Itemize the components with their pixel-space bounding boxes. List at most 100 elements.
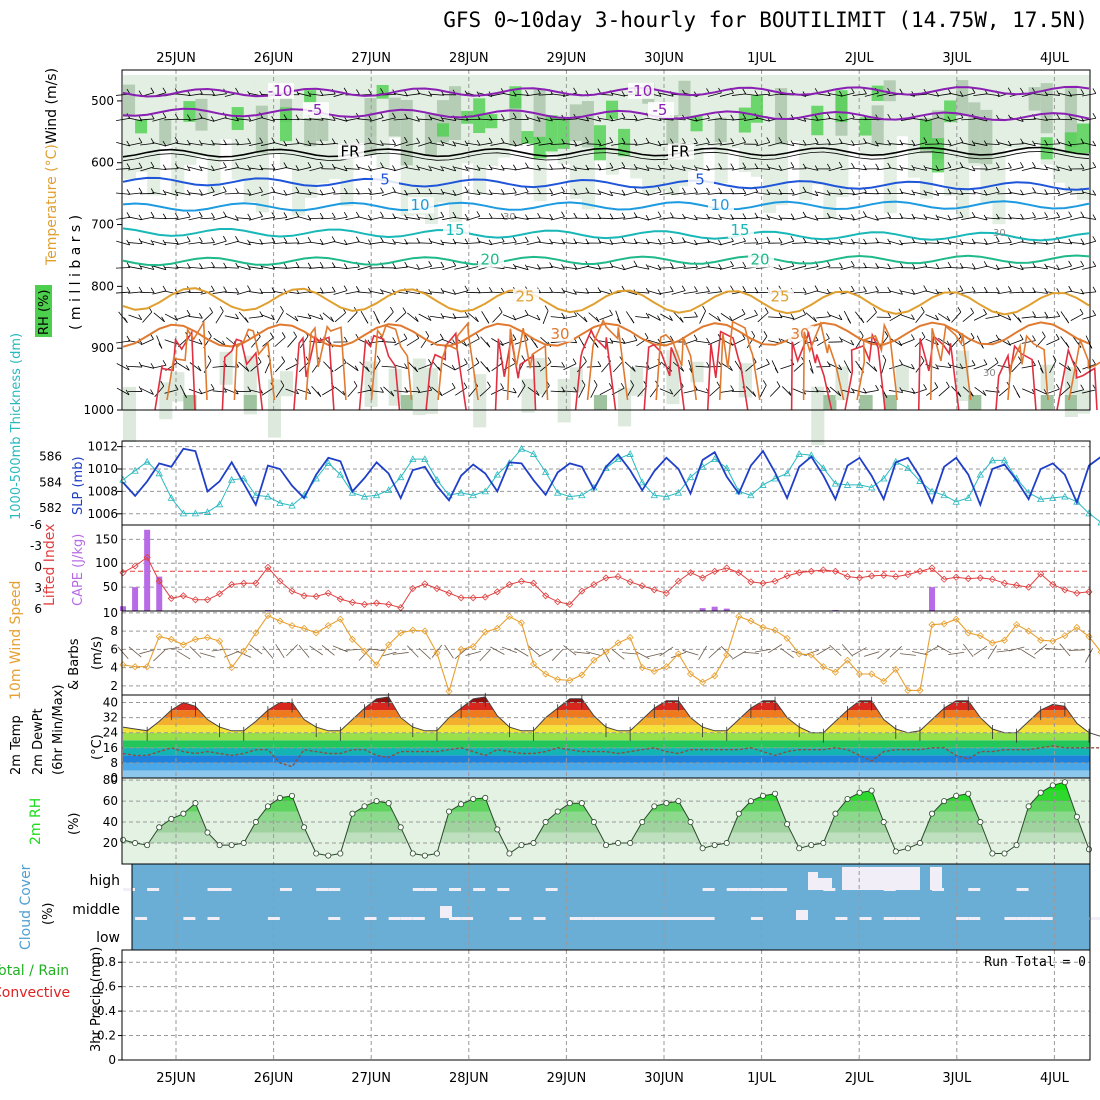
wind-barb [538, 117, 553, 122]
rh-point [506, 850, 513, 857]
wind-barb-flag [186, 165, 191, 171]
wind-barb [405, 265, 420, 270]
rh-point [156, 824, 163, 831]
wind-barb-flag [259, 186, 263, 193]
wind-barb [418, 363, 432, 370]
wind-right-label-group: & Barbs [67, 638, 82, 690]
wind-barb [1009, 339, 1024, 345]
wind-barb [998, 386, 1011, 397]
wind10-barb [646, 652, 663, 658]
temp-band [123, 755, 1090, 763]
isotherm-label-bg [648, 102, 674, 119]
rh-shade-cell [630, 367, 644, 396]
wind-barb-flag [1056, 188, 1061, 194]
wind-barb [840, 92, 855, 97]
wind10-barb [211, 648, 228, 652]
wind-barb [962, 386, 974, 397]
wind-barb-flag [595, 316, 600, 323]
cape-bar [711, 606, 718, 611]
wind-barb-flag [959, 137, 964, 143]
rh-shade-cell [147, 75, 161, 196]
wind-barb [454, 290, 468, 295]
li-point [566, 600, 574, 608]
wind-barb [454, 142, 469, 147]
wind-barb [912, 216, 927, 220]
thickness-point [1000, 456, 1009, 464]
wind10-point [674, 650, 683, 658]
wind-barb-flag [525, 162, 529, 168]
wind-barb [659, 192, 674, 196]
wind-barb [635, 117, 650, 122]
thickness-tick: 584 [39, 475, 62, 489]
wind-barb-flag [706, 213, 710, 220]
wind-barb-flag [486, 342, 491, 348]
wind-barb-flag [247, 285, 251, 291]
wind-barb-flag [259, 137, 264, 143]
wind-unit: (m/s) [90, 636, 105, 670]
wind-barb [792, 314, 806, 321]
wind-barb-flag [633, 139, 638, 145]
wind-barb [418, 166, 432, 172]
wind-barb-flag [343, 87, 348, 94]
wind-barb-flag [186, 211, 191, 218]
rh-point [409, 850, 416, 857]
wind-barb-flag [126, 286, 131, 293]
rh-shade-cell [219, 351, 233, 385]
wind-barb [478, 291, 493, 294]
wind-barb [429, 192, 444, 195]
wind-barb-flag [211, 89, 215, 96]
wind-barb [997, 217, 1012, 220]
wind-barb [321, 267, 336, 269]
wind10-point [542, 670, 550, 678]
cloud-mid-cell [388, 917, 401, 920]
wind10-point [723, 651, 731, 659]
cape-bar [144, 529, 151, 611]
wind-barb [840, 265, 855, 270]
cloud-mid-cell [135, 917, 148, 920]
wind10-barb [767, 644, 783, 654]
rh-point [856, 789, 863, 796]
wind-barb [200, 191, 215, 196]
li-point [554, 598, 562, 606]
wind10-point [457, 645, 465, 653]
rh-point [699, 845, 706, 852]
wind-barb [938, 386, 950, 397]
wind-barb [599, 191, 613, 197]
rh-shade-cell [159, 118, 173, 145]
wind-barb [876, 217, 891, 220]
wind-barb-flag [581, 379, 586, 386]
cloud-high-cell [726, 888, 739, 891]
wind-barb [1033, 167, 1048, 171]
wind-barb-flag [609, 213, 614, 219]
wind-barb [250, 361, 262, 372]
wind-barb-flag [921, 331, 926, 338]
wind-barb [333, 117, 348, 122]
wind-barb-flag [983, 238, 988, 244]
wind-barb [309, 217, 324, 220]
x-tick-top: 4JUL [1040, 51, 1070, 66]
wind-barb [309, 192, 324, 196]
li-point [216, 590, 224, 598]
cape-bar [156, 576, 163, 611]
wind-barb [695, 340, 710, 344]
wind-barb-flag [235, 287, 240, 294]
warm-contour [1068, 337, 1100, 401]
wind-barb [514, 265, 529, 271]
wind-barb [454, 265, 469, 270]
wind-barb [647, 265, 662, 271]
wind-barb [876, 241, 891, 245]
wind-barb [526, 314, 541, 321]
wind-barb [707, 192, 722, 195]
wind-barb [188, 166, 203, 172]
thickness-point [771, 474, 779, 482]
li-point [203, 596, 212, 604]
wind-barb [949, 117, 964, 122]
wind-barb-flag [670, 262, 674, 268]
wind-barb-flag [416, 237, 421, 244]
isotherm-label: -10 [628, 82, 653, 100]
isotherm-label: 15 [730, 221, 749, 239]
wind-barb-flag [1056, 113, 1061, 120]
rh-shade-cell [533, 136, 547, 159]
wind-barb [757, 312, 769, 323]
wind-barb-flag [851, 162, 855, 169]
